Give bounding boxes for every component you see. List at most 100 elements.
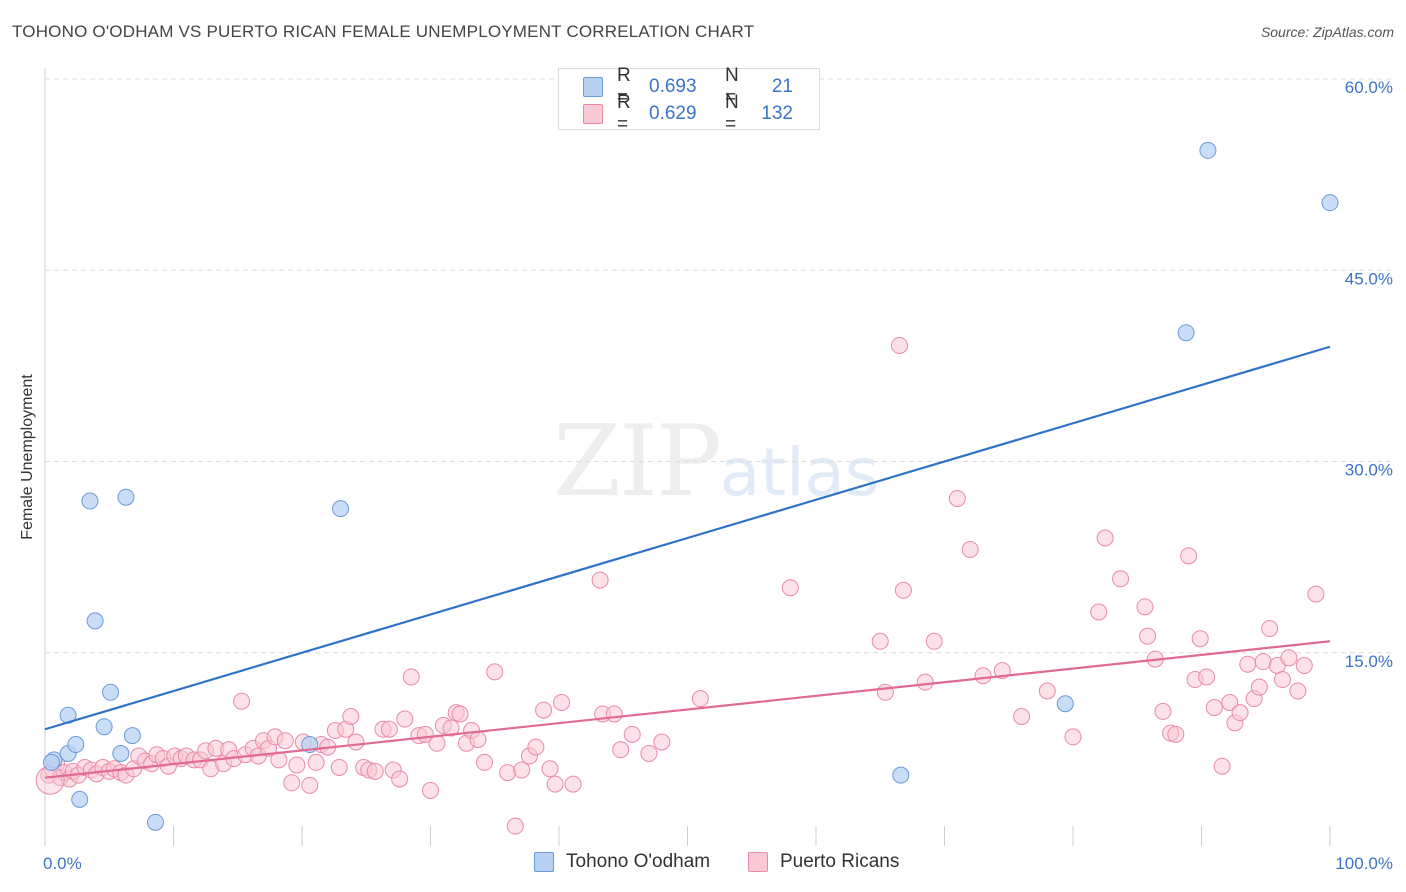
puerto-rican-point	[422, 781, 439, 799]
puerto-rican-point	[948, 489, 966, 507]
puerto-rican-point	[1273, 671, 1291, 689]
tohono-oodham-point	[892, 766, 910, 784]
series-legend: Tohono O'odham Puerto Ricans	[0, 851, 1406, 877]
puerto-rican-point	[1139, 627, 1157, 645]
legend-n-label: N =	[725, 92, 739, 135]
tohono-oodham-point	[123, 727, 141, 745]
y-tick-label: 60.0%	[1345, 78, 1393, 97]
puerto-rican-point	[402, 668, 420, 686]
puerto-rican-point	[1180, 547, 1198, 565]
puerto-rican-point	[283, 774, 301, 792]
puerto-rican-point	[640, 744, 658, 762]
puerto-rican-point	[691, 690, 709, 708]
puerto-rican-point	[1096, 529, 1114, 547]
puerto-rican-point	[233, 692, 251, 710]
series-swatch-pink	[748, 852, 768, 872]
puerto-rican-point	[1154, 702, 1172, 720]
tohono-oodham-trend-line	[44, 345, 1331, 731]
puerto-rican-point	[475, 753, 493, 771]
puerto-rican-point	[276, 732, 294, 750]
puerto-rican-point	[871, 632, 889, 650]
puerto-rican-point	[330, 759, 348, 776]
puerto-rican-point	[1261, 620, 1279, 638]
series-swatch-blue	[534, 852, 554, 872]
puerto-rican-point	[1090, 603, 1108, 621]
legend-n-value: 21	[771, 76, 793, 97]
puerto-rican-point	[1307, 585, 1325, 603]
tohono-oodham-point	[1199, 141, 1217, 159]
legend-row-tohono: R = 0.693 N = 21	[583, 65, 793, 108]
tohono-oodham-point	[67, 736, 85, 754]
puerto-rican-point	[961, 540, 979, 558]
puerto-rican-point	[342, 708, 360, 725]
puerto-ricans-trend-line	[44, 640, 1331, 779]
tohono-oodham-point	[1321, 194, 1339, 212]
legend-swatch-pink	[583, 104, 603, 124]
series-legend-tohono: Tohono O'odham	[534, 851, 710, 873]
puerto-rican-point	[781, 579, 799, 597]
tohono-oodham-point	[102, 683, 120, 701]
grid-lines	[45, 78, 1395, 654]
correlation-legend: R = 0.693 N = 21 R = 0.629 N = 132	[558, 65, 820, 135]
puerto-rican-point	[396, 710, 414, 728]
tick-labels: 15.0% 30.0% 45.0% 60.0% 0.0% 100.0%	[43, 78, 1393, 873]
puerto-rican-point	[541, 760, 559, 778]
series-legend-puerto-ricans: Puerto Ricans	[748, 851, 899, 873]
x-tick-label: 0.0%	[43, 854, 82, 873]
puerto-rican-point	[623, 725, 641, 743]
puerto-rican-point	[288, 756, 306, 774]
series-name-puerto-ricans: Puerto Ricans	[780, 851, 900, 872]
puerto-rican-point	[1064, 728, 1082, 746]
watermark-atlas: atlas	[719, 434, 880, 511]
chart-title: TOHONO O'ODHAM VS PUERTO RICAN FEMALE UN…	[12, 22, 755, 41]
chart-source: Source: ZipAtlas.com	[1260, 24, 1394, 40]
tohono-oodham-point	[71, 790, 89, 808]
tohono-oodham-point	[81, 492, 99, 510]
tohono-oodham-point	[112, 744, 130, 762]
puerto-rican-point	[1136, 598, 1154, 616]
puerto-rican-point	[1250, 678, 1268, 696]
puerto-rican-point	[653, 733, 671, 751]
puerto-rican-point	[891, 336, 909, 354]
puerto-rican-point	[1112, 570, 1130, 588]
puerto-rican-point	[451, 705, 469, 723]
puerto-rican-point	[301, 776, 319, 794]
puerto-rican-point	[1221, 693, 1239, 711]
puerto-rican-point	[876, 683, 894, 701]
legend-r-value: 0.693	[649, 76, 697, 97]
tohono-oodham-point	[1177, 324, 1195, 342]
tohono-oodham-point	[147, 813, 165, 831]
puerto-rican-point	[591, 571, 609, 589]
puerto-rican-point	[1205, 699, 1223, 717]
puerto-rican-point	[535, 701, 553, 719]
puerto-rican-point	[1254, 653, 1272, 671]
puerto-rican-point	[553, 693, 571, 711]
tohono-oodham-point	[1056, 695, 1074, 713]
series-name-tohono: Tohono O'odham	[566, 851, 711, 872]
trend-lines	[44, 345, 1331, 779]
puerto-rican-point	[612, 741, 630, 759]
puerto-rican-point	[1213, 757, 1231, 775]
y-tick-label: 45.0%	[1345, 269, 1393, 288]
puerto-rican-point	[1167, 725, 1185, 743]
legend-swatch-blue	[583, 77, 603, 97]
puerto-rican-point	[1198, 668, 1216, 686]
puerto-rican-point	[513, 761, 531, 779]
puerto-rican-point	[347, 733, 365, 751]
puerto-rican-point	[1280, 649, 1298, 667]
tohono-oodham-point	[42, 753, 60, 771]
puerto-rican-point	[916, 673, 934, 691]
legend-row-puerto-rican: R = 0.629 N = 132	[583, 92, 793, 135]
puerto-rican-point	[894, 581, 912, 599]
legend-r-label: R =	[617, 92, 631, 135]
puerto-rican-point	[1289, 682, 1307, 700]
tohono-oodham-point	[332, 500, 350, 518]
axes	[44, 68, 1331, 846]
puerto-rican-point	[442, 719, 460, 737]
puerto-rican-point	[366, 762, 384, 780]
puerto-rican-point	[506, 817, 524, 835]
puerto-rican-point	[1239, 655, 1257, 673]
puerto-rican-point	[469, 730, 487, 748]
puerto-rican-point	[499, 764, 517, 782]
